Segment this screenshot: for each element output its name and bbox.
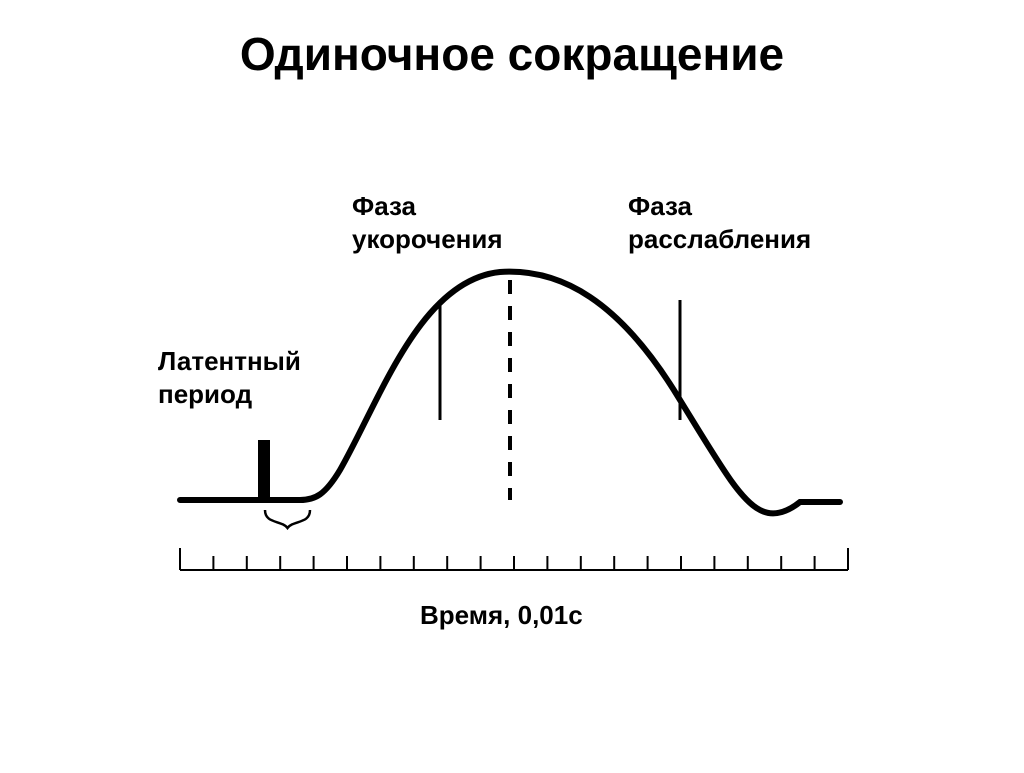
label-phase-relaxation: Фаза bbox=[628, 191, 693, 221]
label-latent-period: Латентный bbox=[158, 346, 301, 376]
label-phase-shortening: укорочения bbox=[352, 224, 503, 254]
label-phase-relaxation: расслабления bbox=[628, 224, 811, 254]
label-latent-period: период bbox=[158, 379, 253, 409]
page-title: Одиночное сокращение bbox=[240, 28, 784, 80]
label-phase-shortening: Фаза bbox=[352, 191, 417, 221]
label-time-axis: Время, 0,01с bbox=[420, 600, 583, 630]
stimulus-marker bbox=[258, 440, 270, 500]
